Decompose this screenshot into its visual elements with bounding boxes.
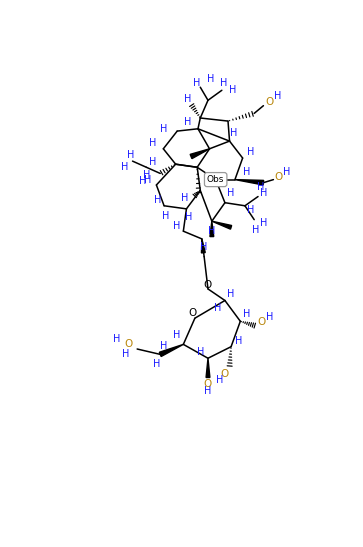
Polygon shape [190, 149, 209, 159]
Text: H: H [207, 74, 214, 84]
Text: H: H [174, 221, 181, 231]
Text: H: H [216, 375, 223, 385]
Text: O: O [125, 339, 133, 350]
Text: H: H [260, 218, 267, 229]
Text: O: O [204, 280, 212, 290]
Text: H: H [139, 176, 146, 186]
Text: H: H [122, 350, 129, 359]
Text: O: O [265, 97, 274, 107]
Text: H: H [229, 85, 236, 95]
Text: H: H [220, 78, 227, 88]
Polygon shape [201, 239, 205, 253]
Text: Obs: Obs [207, 175, 224, 184]
Polygon shape [235, 179, 264, 185]
Polygon shape [159, 345, 183, 357]
Text: H: H [246, 147, 254, 157]
Text: H: H [283, 167, 290, 177]
Text: H: H [149, 157, 156, 167]
Text: H: H [184, 117, 191, 127]
Text: H: H [208, 226, 216, 236]
Text: O: O [188, 308, 197, 318]
Text: H: H [260, 188, 267, 197]
Text: H: H [243, 167, 250, 177]
Text: H: H [160, 124, 168, 134]
Text: H: H [127, 150, 135, 160]
Text: H: H [266, 312, 273, 322]
Text: O: O [204, 379, 212, 389]
Text: H: H [149, 138, 156, 148]
Text: H: H [193, 78, 200, 88]
Polygon shape [206, 358, 210, 377]
Text: H: H [184, 94, 192, 104]
Polygon shape [210, 221, 214, 237]
Text: H: H [160, 341, 167, 351]
Text: H: H [174, 330, 181, 340]
Text: H: H [153, 359, 160, 369]
Text: H: H [197, 347, 204, 357]
Text: O: O [275, 172, 283, 182]
Text: H: H [246, 206, 254, 216]
Text: H: H [227, 188, 235, 197]
Text: O: O [258, 317, 266, 327]
Text: H: H [235, 336, 242, 346]
Text: H: H [154, 195, 162, 205]
Polygon shape [212, 221, 232, 229]
Text: H: H [113, 334, 121, 344]
Text: H: H [181, 193, 188, 203]
Text: H: H [204, 386, 212, 397]
Text: H: H [243, 309, 250, 318]
Text: H: H [213, 303, 221, 313]
Text: H: H [274, 91, 281, 101]
Text: H: H [231, 129, 238, 138]
Text: H: H [200, 242, 208, 252]
Text: H: H [143, 170, 150, 180]
Text: H: H [252, 225, 260, 235]
Text: H: H [227, 289, 235, 299]
Text: H: H [162, 211, 169, 221]
Text: H: H [121, 162, 129, 172]
Text: H: H [185, 212, 192, 222]
Text: H: H [257, 182, 264, 193]
Text: H: H [144, 174, 152, 184]
Text: O: O [221, 369, 229, 379]
